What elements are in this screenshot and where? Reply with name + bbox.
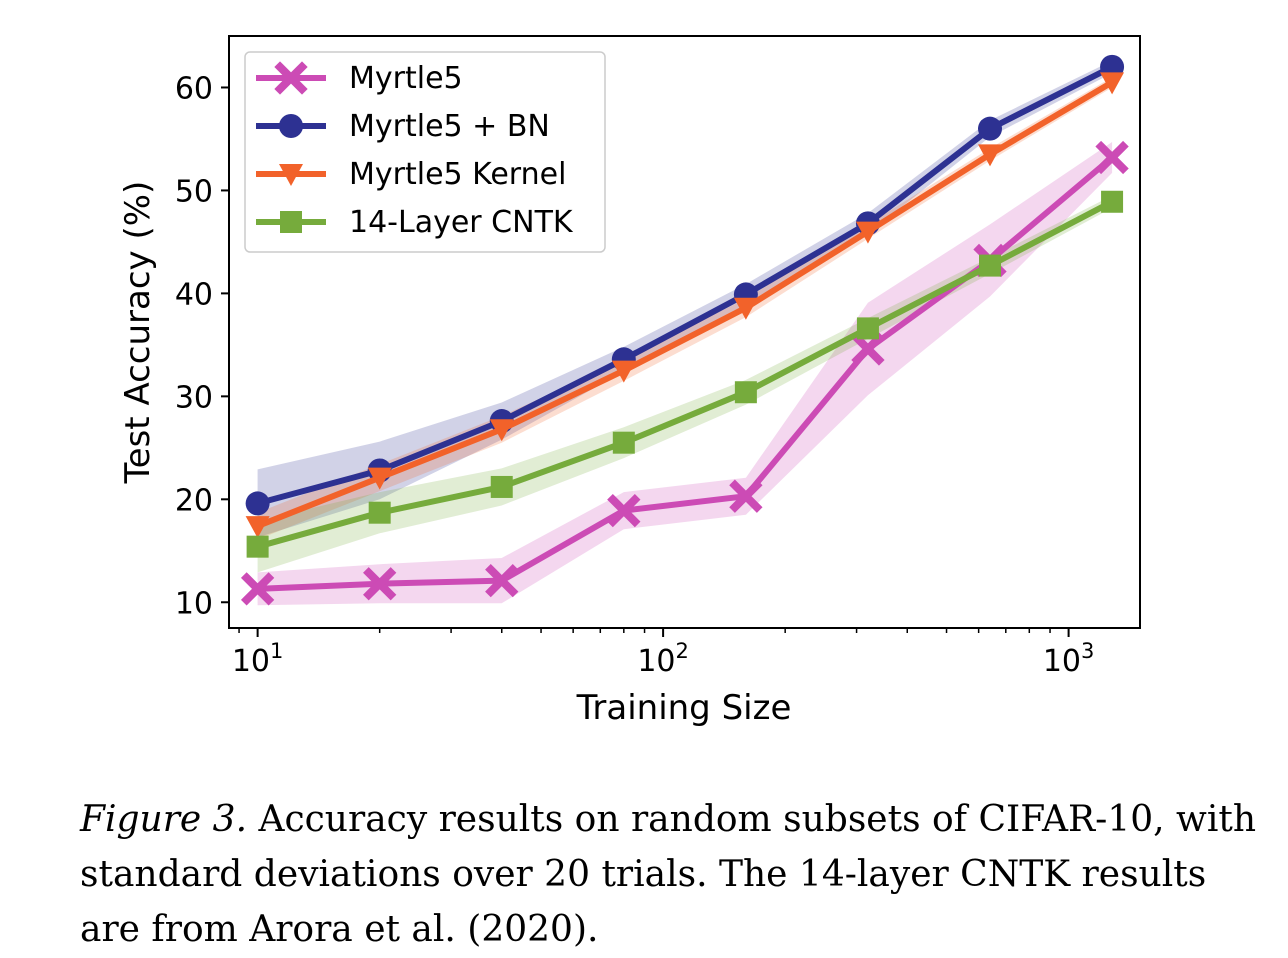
point-myrtle5-bn xyxy=(245,491,270,516)
caption-text: Accuracy results on random subsets of CI… xyxy=(80,799,1256,950)
legend-label-myrtle5-kernel: Myrtle5 Kernel xyxy=(349,157,566,192)
point-myrtle5 xyxy=(363,567,397,601)
caption-label: Figure 3. xyxy=(80,799,248,840)
legend: Myrtle5 Myrtle5 + BN Myrtle5 Kernel 14-Laye… xyxy=(244,51,606,253)
figure-caption: Figure 3. Accuracy results on random sub… xyxy=(80,792,1270,957)
point-myrtle5 xyxy=(729,479,763,513)
point-myrtle5-kernel xyxy=(367,467,392,490)
point-myrtle5 xyxy=(851,332,885,366)
point-14-layer-cntk xyxy=(979,254,1002,277)
legend-label-14-layer-cntk: 14-Layer CNTK xyxy=(349,205,574,240)
marker-stroke xyxy=(363,567,397,601)
marker-stroke xyxy=(485,563,519,598)
point-myrtle5 xyxy=(607,493,641,528)
legend-marker-myrtle5 xyxy=(274,61,308,95)
legend-marker-14-layer-cntk xyxy=(280,211,302,233)
marker-stroke xyxy=(274,61,308,95)
point-myrtle5-kernel xyxy=(1100,72,1125,95)
x-tick-label: 102 xyxy=(637,639,689,679)
marker-stroke xyxy=(1095,140,1129,175)
band-14-layer-cntk xyxy=(257,195,1113,573)
legend-marker-myrtle5-kernel xyxy=(279,164,303,186)
plot-frame xyxy=(228,35,1141,629)
point-14-layer-cntk xyxy=(368,501,391,524)
point-14-layer-cntk xyxy=(734,381,757,404)
point-myrtle5-kernel xyxy=(489,419,514,442)
legend-label-myrtle5: Myrtle5 xyxy=(349,61,463,96)
series-lines xyxy=(240,54,1129,606)
point-myrtle5-kernel xyxy=(978,144,1003,167)
line-myrtle5-bn xyxy=(256,64,1114,507)
point-myrtle5-kernel xyxy=(245,516,270,539)
chart: 10 20 30 40 50 60 101 102 103 Myrtle5 Myrtle5 + B… xyxy=(118,35,1141,728)
marker-stroke xyxy=(729,479,763,513)
point-myrtle5 xyxy=(240,572,275,606)
point-14-layer-cntk xyxy=(1101,190,1124,213)
marker-stroke xyxy=(851,332,885,366)
x-tick-label: 101 xyxy=(232,639,284,679)
point-14-layer-cntk xyxy=(490,475,513,498)
y-tick-label: 40 xyxy=(175,277,213,312)
axes: 10 20 30 40 50 60 101 102 103 xyxy=(175,71,1095,679)
y-tick-label: 20 xyxy=(175,483,213,518)
y-tick-label: 10 xyxy=(175,586,213,621)
marker-stroke xyxy=(607,493,641,528)
point-myrtle5 xyxy=(1095,140,1129,175)
x-tick-label: 103 xyxy=(1043,639,1095,679)
x-axis-title: Training Size xyxy=(576,688,792,728)
marker-stroke xyxy=(240,572,275,606)
legend-label-myrtle5-bn: Myrtle5 + BN xyxy=(349,109,550,144)
legend-frame xyxy=(244,51,606,253)
point-myrtle5-kernel xyxy=(611,360,636,383)
line-myrtle5-kernel xyxy=(256,79,1114,529)
point-14-layer-cntk xyxy=(856,317,879,340)
y-tick-label: 60 xyxy=(175,71,213,106)
line-14-layer-cntk xyxy=(256,199,1114,550)
point-14-layer-cntk xyxy=(612,431,635,454)
point-14-layer-cntk xyxy=(246,535,269,558)
legend-marker-myrtle5-bn xyxy=(279,114,303,138)
y-tick-label: 50 xyxy=(175,174,213,209)
band-myrtle5 xyxy=(257,142,1113,606)
band-myrtle5-bn xyxy=(257,60,1113,538)
point-myrtle5 xyxy=(485,563,519,598)
y-axis-title: Test Accuracy (%) xyxy=(118,181,158,485)
y-tick-label: 30 xyxy=(175,380,213,415)
point-myrtle5-kernel xyxy=(733,297,758,320)
point-myrtle5-kernel xyxy=(855,221,880,244)
point-myrtle5-bn xyxy=(978,116,1003,141)
